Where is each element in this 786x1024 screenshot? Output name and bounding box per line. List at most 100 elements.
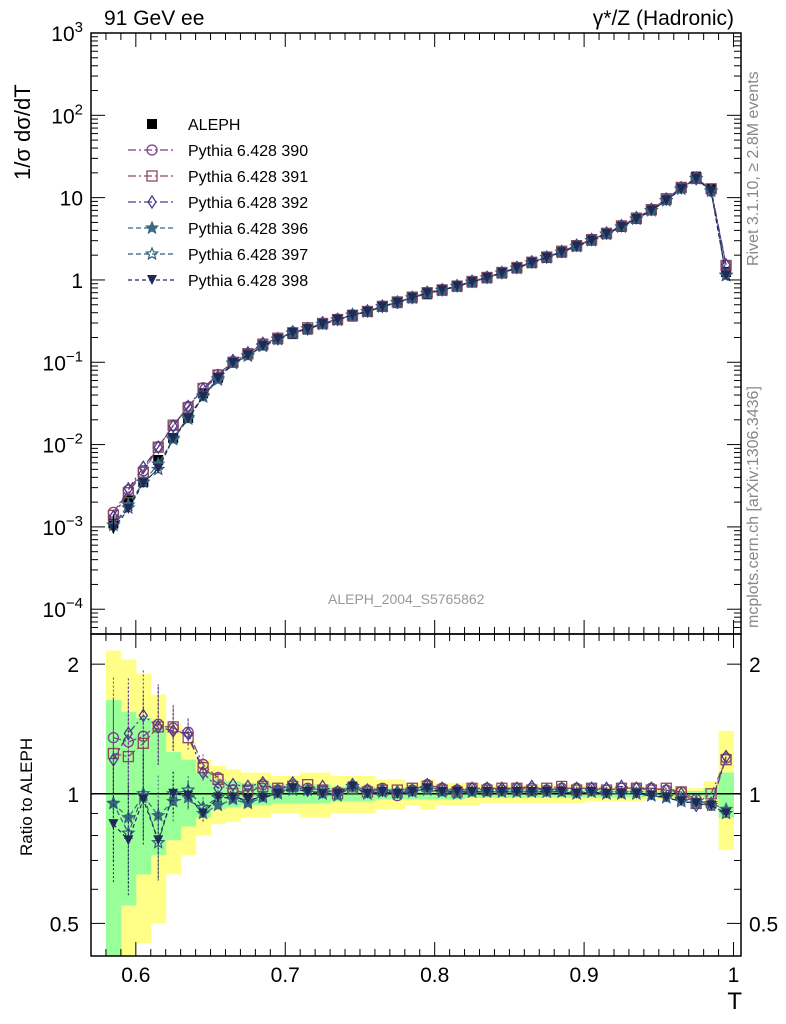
ratio-y-tick-label-right: 2 [749, 654, 761, 677]
ratio-data-point [198, 808, 209, 819]
ratio-data-point [287, 783, 298, 794]
main-data-point [661, 195, 672, 206]
ratio-y-tick-label: 2 [67, 654, 79, 677]
ratio-data-point [377, 786, 388, 797]
ratio-plot: 0.5 0.5 1 1 2 2 0.6 0.7 0.8 0.9 1 [50, 633, 778, 987]
main-data-point [481, 272, 492, 283]
main-data-point [392, 297, 403, 308]
rivet-label-box: Rivet 3.1.10, ≥ 2.8M events [745, 30, 766, 270]
legend-item: Pythia 6.428 391 [128, 169, 308, 186]
ratio-data-point [437, 786, 448, 797]
main-data-point [556, 247, 567, 258]
ratio-series-5 [108, 754, 732, 896]
ratio-data-point [212, 773, 224, 786]
ratio-data-point [332, 788, 343, 799]
main-data-point [227, 357, 238, 368]
main-data-point [706, 186, 717, 197]
x-tick-label: 0.9 [570, 964, 599, 987]
main-data-point [183, 413, 194, 424]
ratio-data-point [646, 790, 657, 801]
rivet-label: Rivet 3.1.10, ≥ 2.8M events [745, 71, 762, 266]
ratio-data-point [586, 786, 597, 797]
ratio-y-tick-label-right: 0.5 [749, 913, 778, 936]
main-y-tick-label: 10−4 [43, 595, 83, 622]
legend-marker [147, 275, 157, 285]
main-data-point [452, 281, 463, 292]
main-data-point [541, 252, 552, 263]
ratio-data-point [227, 792, 238, 803]
ratio-data-point [496, 786, 507, 797]
ratio-data-point [541, 786, 552, 797]
ratio-data-point [123, 835, 134, 846]
ratio-data-point [362, 788, 373, 799]
main-data-point [437, 285, 448, 296]
main-data-point [362, 306, 373, 317]
ratio-data-point [108, 819, 119, 830]
ratio-data-point [257, 792, 268, 803]
legend-marker [144, 220, 160, 235]
x-tick-label: 0.8 [420, 964, 449, 987]
ratio-data-point [407, 786, 418, 797]
ratio-series-line [112, 785, 727, 843]
ratio-data-point [526, 786, 537, 797]
legend-item: Pythia 6.428 392 [128, 194, 308, 212]
main-data-point [601, 229, 612, 240]
ratio-data-point [616, 788, 627, 799]
ratio-data-point [153, 719, 164, 735]
ratio-data-point [571, 788, 582, 799]
legend-item: Pythia 6.428 398 [128, 273, 308, 290]
ratio-data-point [631, 788, 642, 799]
ratio-data-point [467, 786, 478, 797]
main-data-point [242, 350, 253, 361]
ratio-data-point [183, 726, 193, 741]
legend-marker [147, 194, 157, 210]
main-data-point [272, 334, 283, 345]
main-data-point [138, 460, 149, 475]
analysis-annotation: ALEPH_2004_S5765862 [328, 591, 485, 607]
ratio-data-point [661, 792, 672, 803]
ratio-data-point [556, 786, 567, 797]
legend-marker [146, 144, 158, 156]
ratio-band-inner [120, 711, 137, 906]
process-label: γ*/Z (Hadronic) [592, 7, 734, 30]
legend: ALEPH Pythia 6.428 390 Pythia 6.428 391 Pyt… [128, 117, 308, 290]
main-data-point [213, 373, 224, 384]
legend-label: Pythia 6.428 391 [188, 169, 308, 186]
ratio-data-point [676, 796, 687, 807]
ratio-data-point [721, 749, 731, 764]
legend-item: Pythia 6.428 396 [128, 220, 308, 238]
ratio-data-point [422, 783, 433, 794]
legend-marker [146, 170, 158, 182]
main-data-point [616, 221, 627, 232]
main-y-tick-label: 102 [51, 101, 83, 128]
legend-label: Pythia 6.428 398 [188, 273, 308, 290]
ratio-data-point [168, 788, 179, 799]
legend-item: Pythia 6.428 390 [128, 143, 308, 160]
ratio-data-point [198, 765, 208, 780]
main-data-point [138, 478, 149, 489]
site-label-box: mcplots.cern.ch [arXiv:1306.3436] [745, 340, 766, 630]
ratio-data-point [213, 792, 224, 803]
site-label: mcplots.cern.ch [arXiv:1306.3436] [745, 386, 762, 628]
main-plot: 10−4 10−3 10−2 10−1 1 10 102 103 [43, 19, 742, 635]
ratio-y-axis-label: Ratio to ALEPH [17, 737, 36, 856]
ratio-y-tick-label-right: 1 [749, 784, 761, 807]
main-y-tick-label: 10−1 [43, 348, 83, 375]
legend-item: Pythia 6.428 397 [128, 246, 308, 264]
ratio-data-point [123, 726, 134, 741]
main-data-point [153, 440, 164, 455]
main-data-point [511, 263, 522, 274]
x-tick-label: 0.6 [121, 964, 150, 987]
x-axis-label: T [727, 988, 742, 1015]
main-data-point [571, 241, 582, 252]
ratio-data-point [511, 786, 522, 797]
ratio-data-point [452, 786, 463, 797]
ratio-frame [90, 633, 742, 957]
main-data-point [168, 433, 179, 444]
ratio-data-point [138, 708, 149, 723]
legend-label: Pythia 6.428 396 [188, 221, 308, 238]
main-y-tick-label: 10−2 [43, 431, 83, 458]
main-data-point [407, 292, 418, 303]
x-tick-label: 1 [728, 964, 740, 987]
